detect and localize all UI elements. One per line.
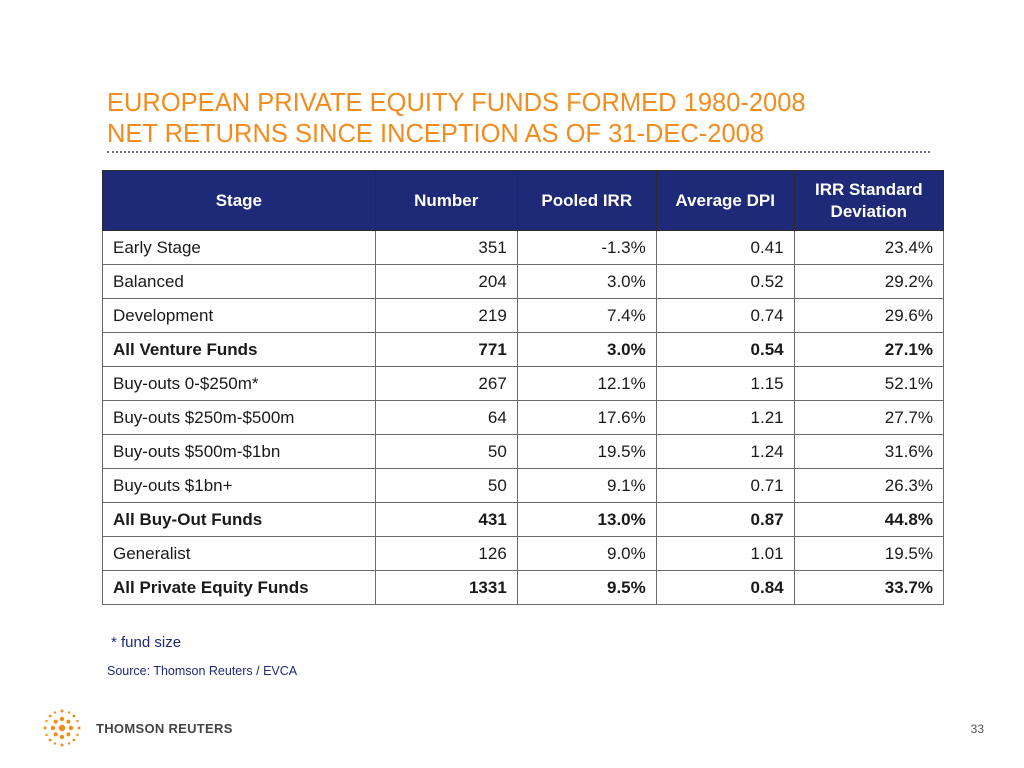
table-row: Buy-outs $500m-$1bn 50 19.5% 1.24 31.6% bbox=[102, 434, 945, 469]
cell-number: 50 bbox=[374, 468, 518, 503]
table-row: Development 219 7.4% 0.74 29.6% bbox=[102, 298, 945, 333]
table-row: Buy-outs $250m-$500m 64 17.6% 1.21 27.7% bbox=[102, 400, 945, 435]
cell-pooled-irr: 7.4% bbox=[516, 298, 657, 333]
cell-irr-std-dev: 52.1% bbox=[793, 366, 945, 401]
cell-number: 431 bbox=[374, 502, 518, 537]
returns-table: Stage Number Pooled IRR Average DPI IRR … bbox=[102, 170, 945, 605]
cell-pooled-irr: 9.1% bbox=[516, 468, 657, 503]
cell-average-dpi: 0.41 bbox=[655, 230, 795, 265]
cell-stage: Early Stage bbox=[102, 230, 376, 265]
cell-pooled-irr: 17.6% bbox=[516, 400, 657, 435]
cell-average-dpi: 0.54 bbox=[655, 332, 795, 367]
table-row-total: All Private Equity Funds 1331 9.5% 0.84 … bbox=[102, 570, 945, 605]
title-line-2: NET RETURNS SINCE INCEPTION AS OF 31-DEC… bbox=[107, 120, 765, 148]
cell-stage: All Venture Funds bbox=[102, 332, 376, 367]
cell-average-dpi: 1.21 bbox=[655, 400, 795, 435]
cell-stage: Buy-outs $500m-$1bn bbox=[102, 434, 376, 469]
cell-irr-std-dev: 26.3% bbox=[793, 468, 945, 503]
cell-number: 1331 bbox=[374, 570, 518, 605]
cell-average-dpi: 0.52 bbox=[655, 264, 795, 299]
cell-stage: Buy-outs 0-$250m* bbox=[102, 366, 376, 401]
cell-stage: Buy-outs $1bn+ bbox=[102, 468, 376, 503]
thomson-reuters-logo: THOMSON REUTERS bbox=[40, 706, 233, 750]
slide-title: EUROPEAN PRIVATE EQUITY FUNDS FORMED 198… bbox=[107, 88, 806, 150]
table-row-total: All Venture Funds 771 3.0% 0.54 27.1% bbox=[102, 332, 945, 367]
cell-irr-std-dev: 23.4% bbox=[793, 230, 945, 265]
table-row-total: All Buy-Out Funds 431 13.0% 0.87 44.8% bbox=[102, 502, 945, 537]
cell-pooled-irr: 9.0% bbox=[516, 536, 657, 571]
table-row: Buy-outs $1bn+ 50 9.1% 0.71 26.3% bbox=[102, 468, 945, 503]
cell-stage: Buy-outs $250m-$500m bbox=[102, 400, 376, 435]
cell-irr-std-dev: 27.7% bbox=[793, 400, 945, 435]
cell-pooled-irr: 3.0% bbox=[516, 332, 657, 367]
cell-number: 219 bbox=[374, 298, 518, 333]
cell-number: 771 bbox=[374, 332, 518, 367]
cell-stage: Generalist bbox=[102, 536, 376, 571]
cell-stage: Balanced bbox=[102, 264, 376, 299]
cell-pooled-irr: 13.0% bbox=[516, 502, 657, 537]
cell-number: 351 bbox=[374, 230, 518, 265]
table-header-row: Stage Number Pooled IRR Average DPI IRR … bbox=[102, 170, 945, 231]
cell-average-dpi: 0.74 bbox=[655, 298, 795, 333]
header-irr-std-dev: IRR Standard Deviation bbox=[793, 170, 945, 231]
cell-average-dpi: 0.87 bbox=[655, 502, 795, 537]
header-stage: Stage bbox=[102, 170, 376, 231]
cell-irr-std-dev: 44.8% bbox=[793, 502, 945, 537]
cell-pooled-irr: 19.5% bbox=[516, 434, 657, 469]
table-row: Balanced 204 3.0% 0.52 29.2% bbox=[102, 264, 945, 299]
cell-number: 204 bbox=[374, 264, 518, 299]
cell-number: 126 bbox=[374, 536, 518, 571]
cell-number: 267 bbox=[374, 366, 518, 401]
cell-irr-std-dev: 29.2% bbox=[793, 264, 945, 299]
cell-irr-std-dev: 29.6% bbox=[793, 298, 945, 333]
cell-irr-std-dev: 33.7% bbox=[793, 570, 945, 605]
cell-pooled-irr: 3.0% bbox=[516, 264, 657, 299]
table-row: Generalist 126 9.0% 1.01 19.5% bbox=[102, 536, 945, 571]
cell-average-dpi: 1.15 bbox=[655, 366, 795, 401]
cell-average-dpi: 1.24 bbox=[655, 434, 795, 469]
header-number: Number bbox=[374, 170, 518, 231]
footnote: * fund size bbox=[111, 634, 182, 651]
header-pooled-irr: Pooled IRR bbox=[516, 170, 657, 231]
cell-number: 50 bbox=[374, 434, 518, 469]
cell-pooled-irr: -1.3% bbox=[516, 230, 657, 265]
cell-irr-std-dev: 19.5% bbox=[793, 536, 945, 571]
cell-stage: All Private Equity Funds bbox=[102, 570, 376, 605]
cell-average-dpi: 0.71 bbox=[655, 468, 795, 503]
cell-stage: All Buy-Out Funds bbox=[102, 502, 376, 537]
thomson-reuters-dot-sphere-icon bbox=[43, 709, 81, 747]
cell-stage: Development bbox=[102, 298, 376, 333]
header-average-dpi: Average DPI bbox=[655, 170, 795, 231]
cell-number: 64 bbox=[374, 400, 518, 435]
cell-pooled-irr: 9.5% bbox=[516, 570, 657, 605]
page-number: 33 bbox=[970, 722, 984, 736]
dotted-divider bbox=[107, 151, 930, 153]
cell-irr-std-dev: 31.6% bbox=[793, 434, 945, 469]
title-line-1: EUROPEAN PRIVATE EQUITY FUNDS FORMED 198… bbox=[107, 89, 806, 117]
logo-text: THOMSON REUTERS bbox=[96, 720, 233, 736]
cell-irr-std-dev: 27.1% bbox=[793, 332, 945, 367]
cell-average-dpi: 0.84 bbox=[655, 570, 795, 605]
source-note: Source: Thomson Reuters / EVCA bbox=[107, 664, 298, 678]
cell-pooled-irr: 12.1% bbox=[516, 366, 657, 401]
table-row: Buy-outs 0-$250m* 267 12.1% 1.15 52.1% bbox=[102, 366, 945, 401]
cell-average-dpi: 1.01 bbox=[655, 536, 795, 571]
table-row: Early Stage 351 -1.3% 0.41 23.4% bbox=[102, 230, 945, 265]
